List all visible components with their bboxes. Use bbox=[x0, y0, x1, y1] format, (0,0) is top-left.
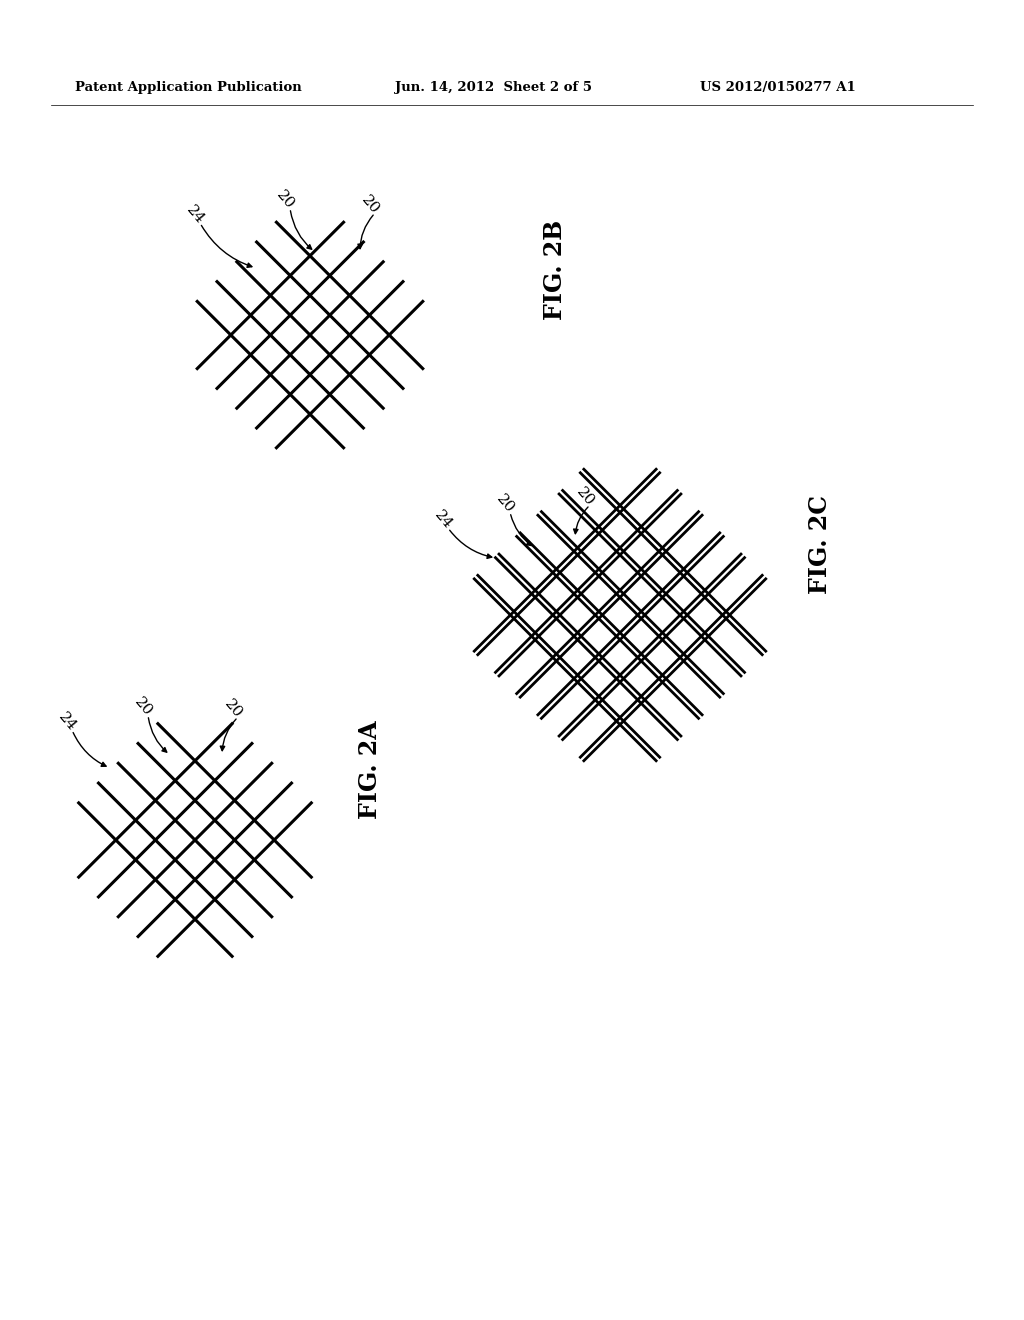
Text: 20: 20 bbox=[131, 696, 155, 719]
Text: FIG. 2A: FIG. 2A bbox=[358, 721, 382, 820]
Text: FIG. 2C: FIG. 2C bbox=[808, 495, 831, 594]
Text: 20: 20 bbox=[273, 187, 297, 213]
Text: US 2012/0150277 A1: US 2012/0150277 A1 bbox=[700, 82, 856, 95]
Text: 20: 20 bbox=[494, 492, 517, 516]
Text: 20: 20 bbox=[573, 484, 597, 510]
Text: 20: 20 bbox=[221, 697, 245, 721]
Text: Patent Application Publication: Patent Application Publication bbox=[75, 82, 302, 95]
Text: 24: 24 bbox=[183, 203, 207, 227]
Text: 20: 20 bbox=[358, 193, 382, 216]
Text: 24: 24 bbox=[55, 710, 79, 734]
Text: Jun. 14, 2012  Sheet 2 of 5: Jun. 14, 2012 Sheet 2 of 5 bbox=[395, 82, 592, 95]
Text: 24: 24 bbox=[431, 508, 455, 532]
Text: FIG. 2B: FIG. 2B bbox=[543, 220, 567, 319]
